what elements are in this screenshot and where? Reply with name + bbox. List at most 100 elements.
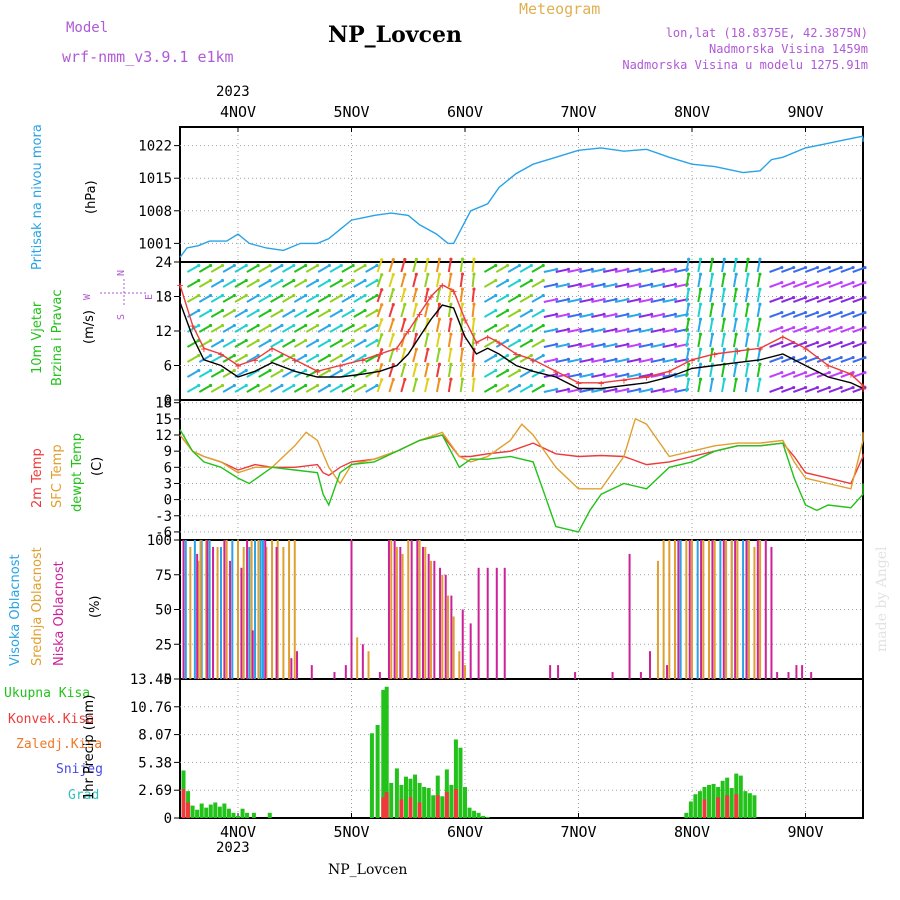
wind-arrowhead [803,295,808,300]
wind-arrow [329,309,342,318]
wind-arrow [222,369,235,378]
wind-arrow [555,298,569,303]
wind-gust-marker: + [802,342,809,355]
wind-arrowhead [734,347,738,351]
wind-arrow [816,296,830,303]
wind-arrowhead [449,347,453,351]
wind-arrowhead [414,377,418,381]
wind-arrowhead [687,287,691,291]
wind-arrowhead [661,297,666,301]
wind-arrowhead [472,317,476,321]
wind-arrow [376,319,383,333]
wind-arrowhead [710,257,715,261]
wind-arrowhead [327,338,331,343]
wind-arrow [650,343,664,348]
precip-tick-label: 13.45 [130,672,172,688]
precip-bar [208,804,213,818]
wind-arrowhead [626,342,630,346]
wind-arrow [435,289,441,303]
wind-arrow [579,313,593,318]
wind-arrowhead [403,377,407,382]
wind-arrowhead [541,353,545,358]
wind-arrow [210,369,223,378]
wind-arrow [293,264,307,273]
wind-gust-marker: + [360,354,367,367]
wind-arrowhead [722,332,726,336]
wind-tick-label: 18 [155,290,172,306]
wind-arrowhead [280,353,284,358]
wind-arrow [210,324,223,333]
wind-arrowhead [256,353,260,358]
wind-arrow [222,384,235,393]
cloud-bar [407,540,410,679]
temp-tick-label: -6 [155,525,172,541]
wind-arrowhead [197,323,201,328]
wind-arrowhead [517,293,522,298]
wind-arrow [662,268,676,273]
wind-arrowhead [590,357,594,361]
wind-arrowhead [280,293,284,298]
cloud-tick-label: 100 [147,533,172,549]
wind-gust-marker: + [860,383,867,396]
wind-arrowhead [220,338,225,343]
wind-gust-marker: + [291,354,298,367]
wind-arrowhead [839,385,843,390]
wind-arrow [293,294,307,303]
wind-arrowhead [803,370,808,375]
wind-arrow [341,324,354,333]
wind-arrow [365,264,378,273]
wind-arrow [650,373,664,378]
wind-arrowhead [851,340,855,345]
wind-arrowhead [391,317,395,322]
cloud-bar [730,540,733,679]
cloud-bar [275,546,278,679]
wind-arrowhead [351,368,355,373]
cloud-bar [427,553,430,679]
wind-arrowhead [220,383,225,388]
cloud-bar [486,567,489,679]
wind-arrowhead [566,342,571,346]
wind-arrowhead [208,353,213,358]
wind-arrowhead [304,368,308,373]
precip-bar [444,792,449,818]
wind-arrow [341,279,354,288]
wind-arrow [852,341,866,348]
wind-arrow [365,354,378,363]
wind-arrowhead [746,377,750,381]
wind-arrowhead [687,362,691,366]
wind-arrowhead [863,340,867,345]
wind-arrowhead [351,383,355,388]
cloud-bar [711,540,714,679]
wind-arrow [804,341,818,348]
wind-arrowhead [208,293,213,298]
wind-arrowhead [268,338,272,343]
wind-arrow [186,294,200,303]
wind-arrowhead [414,257,418,261]
wind-arrowhead [590,282,594,286]
day-label-bottom: 6NOV [447,823,483,841]
wind-arrow [459,333,464,348]
precip-bar [684,812,689,818]
cloud-bar [691,540,693,679]
wind-arrowhead [327,368,331,373]
wind-arrowhead [197,383,201,388]
wind-arrowhead [363,383,367,388]
wind-arrow [281,324,295,333]
wind-arrow [756,304,761,318]
wind-arrow [816,311,830,318]
wind-arrowhead [602,282,606,286]
wind-arrowhead [280,383,284,388]
wind-arrowhead [803,385,808,390]
wind-arrow [400,319,406,333]
wind-arrow [270,264,283,273]
wind-arrow [721,289,726,303]
wind-arrow [388,379,395,393]
cloud-bar [662,540,665,679]
precip-tick-label: 8.07 [138,728,172,744]
wind-arrowhead [734,272,738,276]
wind-arrow [603,328,617,333]
cloud-tick-label: 50 [155,603,172,619]
wind-gust-marker: + [377,348,384,361]
wind-arrow [543,388,557,393]
wind-arrow [543,343,557,348]
